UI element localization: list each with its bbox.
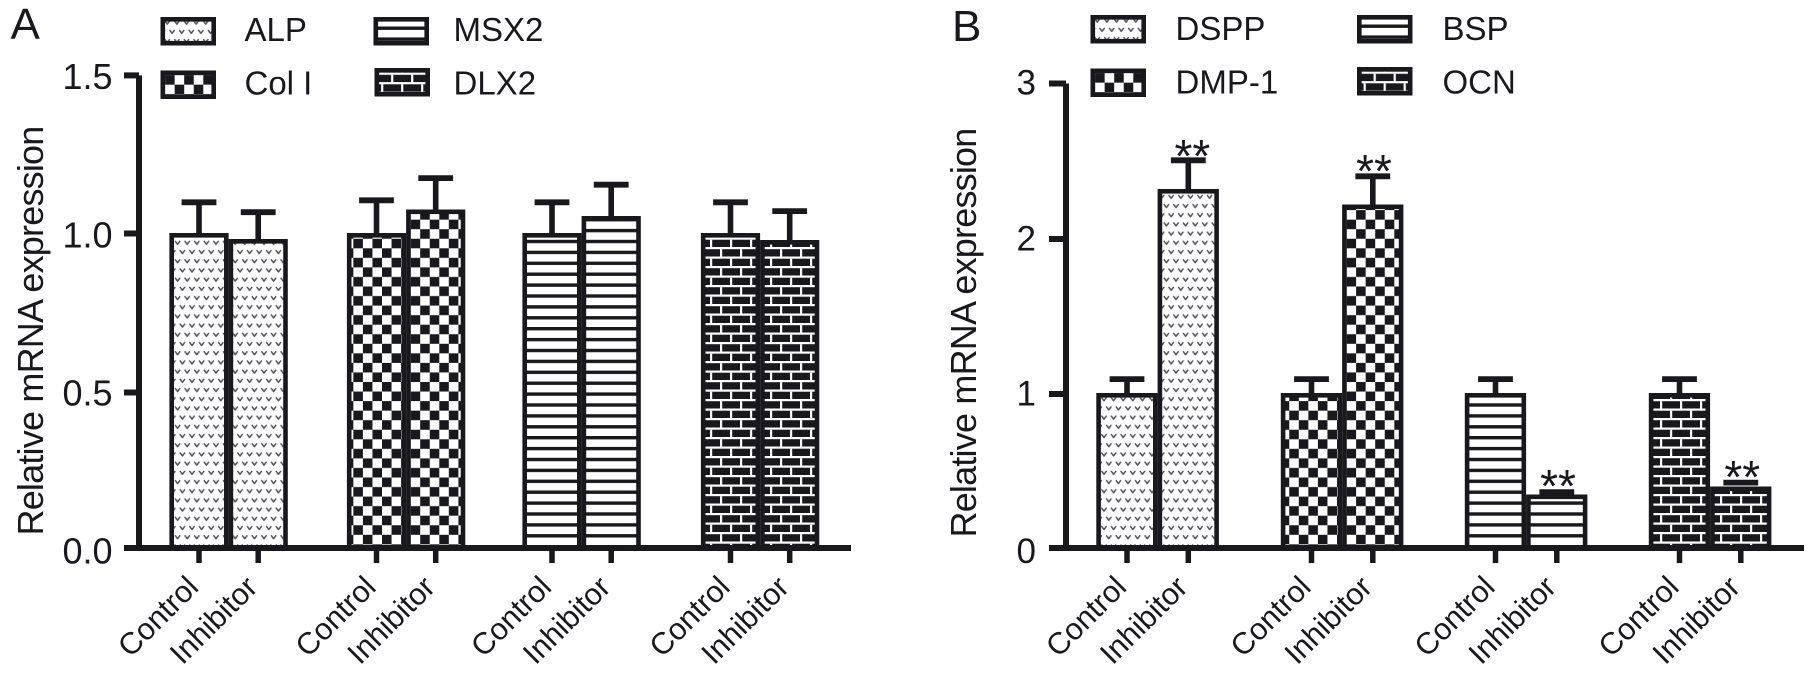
svg-text:OCN: OCN <box>1443 64 1516 101</box>
svg-text:Col I: Col I <box>245 65 313 102</box>
svg-text:**: ** <box>1356 145 1392 197</box>
svg-text:1.5: 1.5 <box>62 56 112 97</box>
svg-text:DLX2: DLX2 <box>454 65 537 102</box>
svg-text:1.0: 1.0 <box>62 214 112 255</box>
svg-text:**: ** <box>1540 460 1576 512</box>
svg-text:0.0: 0.0 <box>62 530 112 571</box>
svg-text:0.5: 0.5 <box>62 372 112 413</box>
svg-text:DSPP: DSPP <box>1176 10 1266 47</box>
svg-text:Relative mRNA expression: Relative mRNA expression <box>10 127 51 536</box>
svg-text:MSX2: MSX2 <box>454 11 544 48</box>
svg-text:Relative mRNA expression: Relative mRNA expression <box>943 129 984 538</box>
svg-text:DMP-1: DMP-1 <box>1176 64 1279 101</box>
svg-text:2: 2 <box>1017 220 1036 259</box>
svg-text:1: 1 <box>1017 375 1036 414</box>
svg-text:**: ** <box>1174 130 1210 182</box>
svg-text:**: ** <box>1724 451 1760 503</box>
svg-text:0: 0 <box>1017 532 1036 571</box>
svg-text:BSP: BSP <box>1443 10 1509 47</box>
svg-text:3: 3 <box>1017 64 1036 103</box>
svg-text:ALP: ALP <box>245 11 307 48</box>
svg-text:B: B <box>952 2 981 51</box>
svg-text:A: A <box>11 0 41 49</box>
